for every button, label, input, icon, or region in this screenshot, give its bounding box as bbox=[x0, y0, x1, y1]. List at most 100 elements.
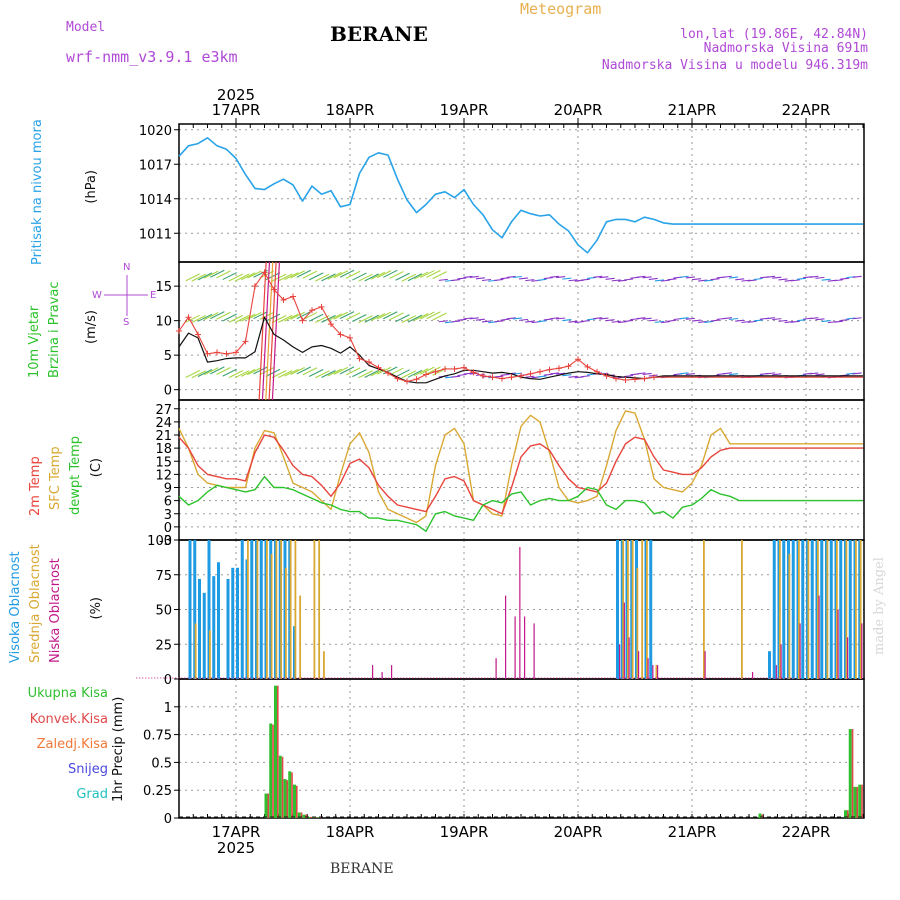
ytick-label: 18 bbox=[155, 442, 172, 457]
legend-conv-rain: Konvek.Kisa bbox=[29, 712, 108, 727]
precip-conv-bar bbox=[319, 817, 322, 818]
wind-arrow bbox=[364, 314, 379, 323]
compass-n: N bbox=[123, 262, 130, 273]
wind-arrow bbox=[315, 273, 330, 282]
wind-gust-marker bbox=[499, 375, 505, 382]
legend-freezing-rain: Zaledj.Kisa bbox=[36, 737, 108, 752]
cloud-bar bbox=[704, 651, 706, 679]
wind-gust-marker bbox=[508, 374, 515, 381]
wind-arrow bbox=[722, 275, 732, 278]
wind-arrow bbox=[395, 314, 410, 323]
date-label-top: 22APR bbox=[782, 101, 831, 119]
wind-arrow bbox=[580, 278, 590, 281]
precip-total-bar bbox=[269, 723, 273, 818]
wind-arrow bbox=[852, 317, 862, 320]
wind-arrow bbox=[636, 317, 646, 320]
model-name: wrf-nmm_v3.9.1 e3km bbox=[66, 48, 238, 66]
wind-arrow bbox=[679, 372, 689, 375]
wind-arrow bbox=[809, 275, 819, 278]
wind-arrow bbox=[222, 272, 237, 281]
wind-arrow bbox=[512, 317, 522, 320]
ytick-label: 1014 bbox=[139, 193, 172, 208]
wind-arrow bbox=[203, 367, 219, 376]
wind-arrow bbox=[407, 369, 423, 378]
wind-arrow bbox=[698, 320, 708, 323]
cloud-bar bbox=[859, 540, 862, 679]
wind-arrow bbox=[778, 319, 788, 322]
wind-arrow bbox=[599, 317, 609, 320]
wind-arrow bbox=[197, 369, 213, 378]
ytick-label: 0.75 bbox=[143, 729, 172, 744]
wind-gust-marker bbox=[280, 296, 287, 303]
cloud-bar bbox=[391, 665, 393, 679]
wind-arrow bbox=[364, 273, 379, 282]
wind-arrow bbox=[525, 375, 535, 378]
wind-unit: (m/s) bbox=[84, 310, 99, 344]
wind-arrow bbox=[302, 367, 318, 376]
cloud-bar bbox=[768, 651, 771, 679]
wind-arrow bbox=[519, 318, 529, 321]
cloud-bar bbox=[636, 567, 639, 679]
watermark: made by Angel bbox=[872, 557, 887, 655]
wind-arrow bbox=[333, 366, 349, 375]
ytick-label: 1020 bbox=[139, 124, 172, 139]
wind-title-line2: Brzina i Pravac bbox=[47, 281, 62, 378]
wind-gust-marker bbox=[318, 303, 325, 310]
wind-gust-marker bbox=[413, 376, 420, 383]
wind-arrow bbox=[321, 273, 336, 282]
precip-total-bar bbox=[844, 810, 847, 818]
cloud-bar bbox=[798, 540, 800, 679]
wind-arrow bbox=[216, 366, 231, 375]
ytick-label: -3 bbox=[159, 534, 172, 549]
compass-cross bbox=[104, 275, 148, 316]
wind-gust-marker bbox=[432, 368, 439, 375]
model-altitude-label: Nadmorska Visina u modelu 946.319m bbox=[601, 58, 868, 73]
wind-arrow bbox=[494, 278, 504, 281]
wind-arrow bbox=[809, 372, 819, 375]
compass-w: W bbox=[92, 290, 102, 301]
wind-arrow bbox=[685, 373, 695, 376]
wind-gust-marker bbox=[442, 365, 448, 372]
wind-arrow bbox=[451, 279, 461, 282]
wind-arrow bbox=[426, 269, 441, 278]
wind-arrow bbox=[481, 320, 492, 323]
panel-frame bbox=[178, 399, 865, 541]
wind-arrow bbox=[413, 312, 429, 321]
wind-gust-marker bbox=[613, 375, 619, 382]
wind-arrow bbox=[376, 270, 392, 279]
wind-gust-marker bbox=[223, 350, 230, 357]
wind-arrow bbox=[704, 279, 714, 282]
wind-arrow bbox=[413, 368, 429, 377]
wind-arrow bbox=[364, 369, 379, 378]
precip-conv-bar bbox=[847, 810, 849, 818]
wind-arrow bbox=[722, 317, 732, 320]
dewpoint-line bbox=[178, 475, 863, 532]
compass-e: E bbox=[150, 290, 156, 301]
date-label-bottom: 18APR bbox=[326, 823, 375, 841]
wind-arrow bbox=[661, 279, 671, 282]
wind-arrow bbox=[191, 370, 207, 379]
cloud-bar bbox=[782, 540, 786, 679]
wind-arrow bbox=[290, 270, 305, 279]
wind-arrow bbox=[796, 277, 807, 280]
wind-arrow bbox=[358, 273, 373, 282]
wind-arrow bbox=[302, 312, 318, 321]
wind-arrow bbox=[315, 370, 330, 379]
cloud-bar bbox=[256, 540, 259, 679]
wind-arrow bbox=[321, 370, 336, 379]
precip-conv-bar bbox=[851, 729, 854, 818]
cloud-bar bbox=[194, 623, 197, 679]
wind-arrow bbox=[642, 276, 652, 279]
wind-arrow bbox=[389, 312, 404, 321]
wind-arrow bbox=[451, 375, 461, 378]
wind-arrow bbox=[710, 319, 720, 322]
cloud-bar bbox=[779, 540, 781, 679]
wind-gust-marker bbox=[480, 372, 486, 379]
wind-arrow bbox=[234, 370, 250, 379]
wind-arrow bbox=[747, 320, 757, 323]
wind-arrow bbox=[327, 368, 342, 377]
cloud-bar bbox=[193, 540, 197, 679]
wind-gust-marker bbox=[299, 317, 306, 324]
wind-arrow bbox=[753, 319, 763, 322]
wind-arrow bbox=[457, 318, 467, 321]
